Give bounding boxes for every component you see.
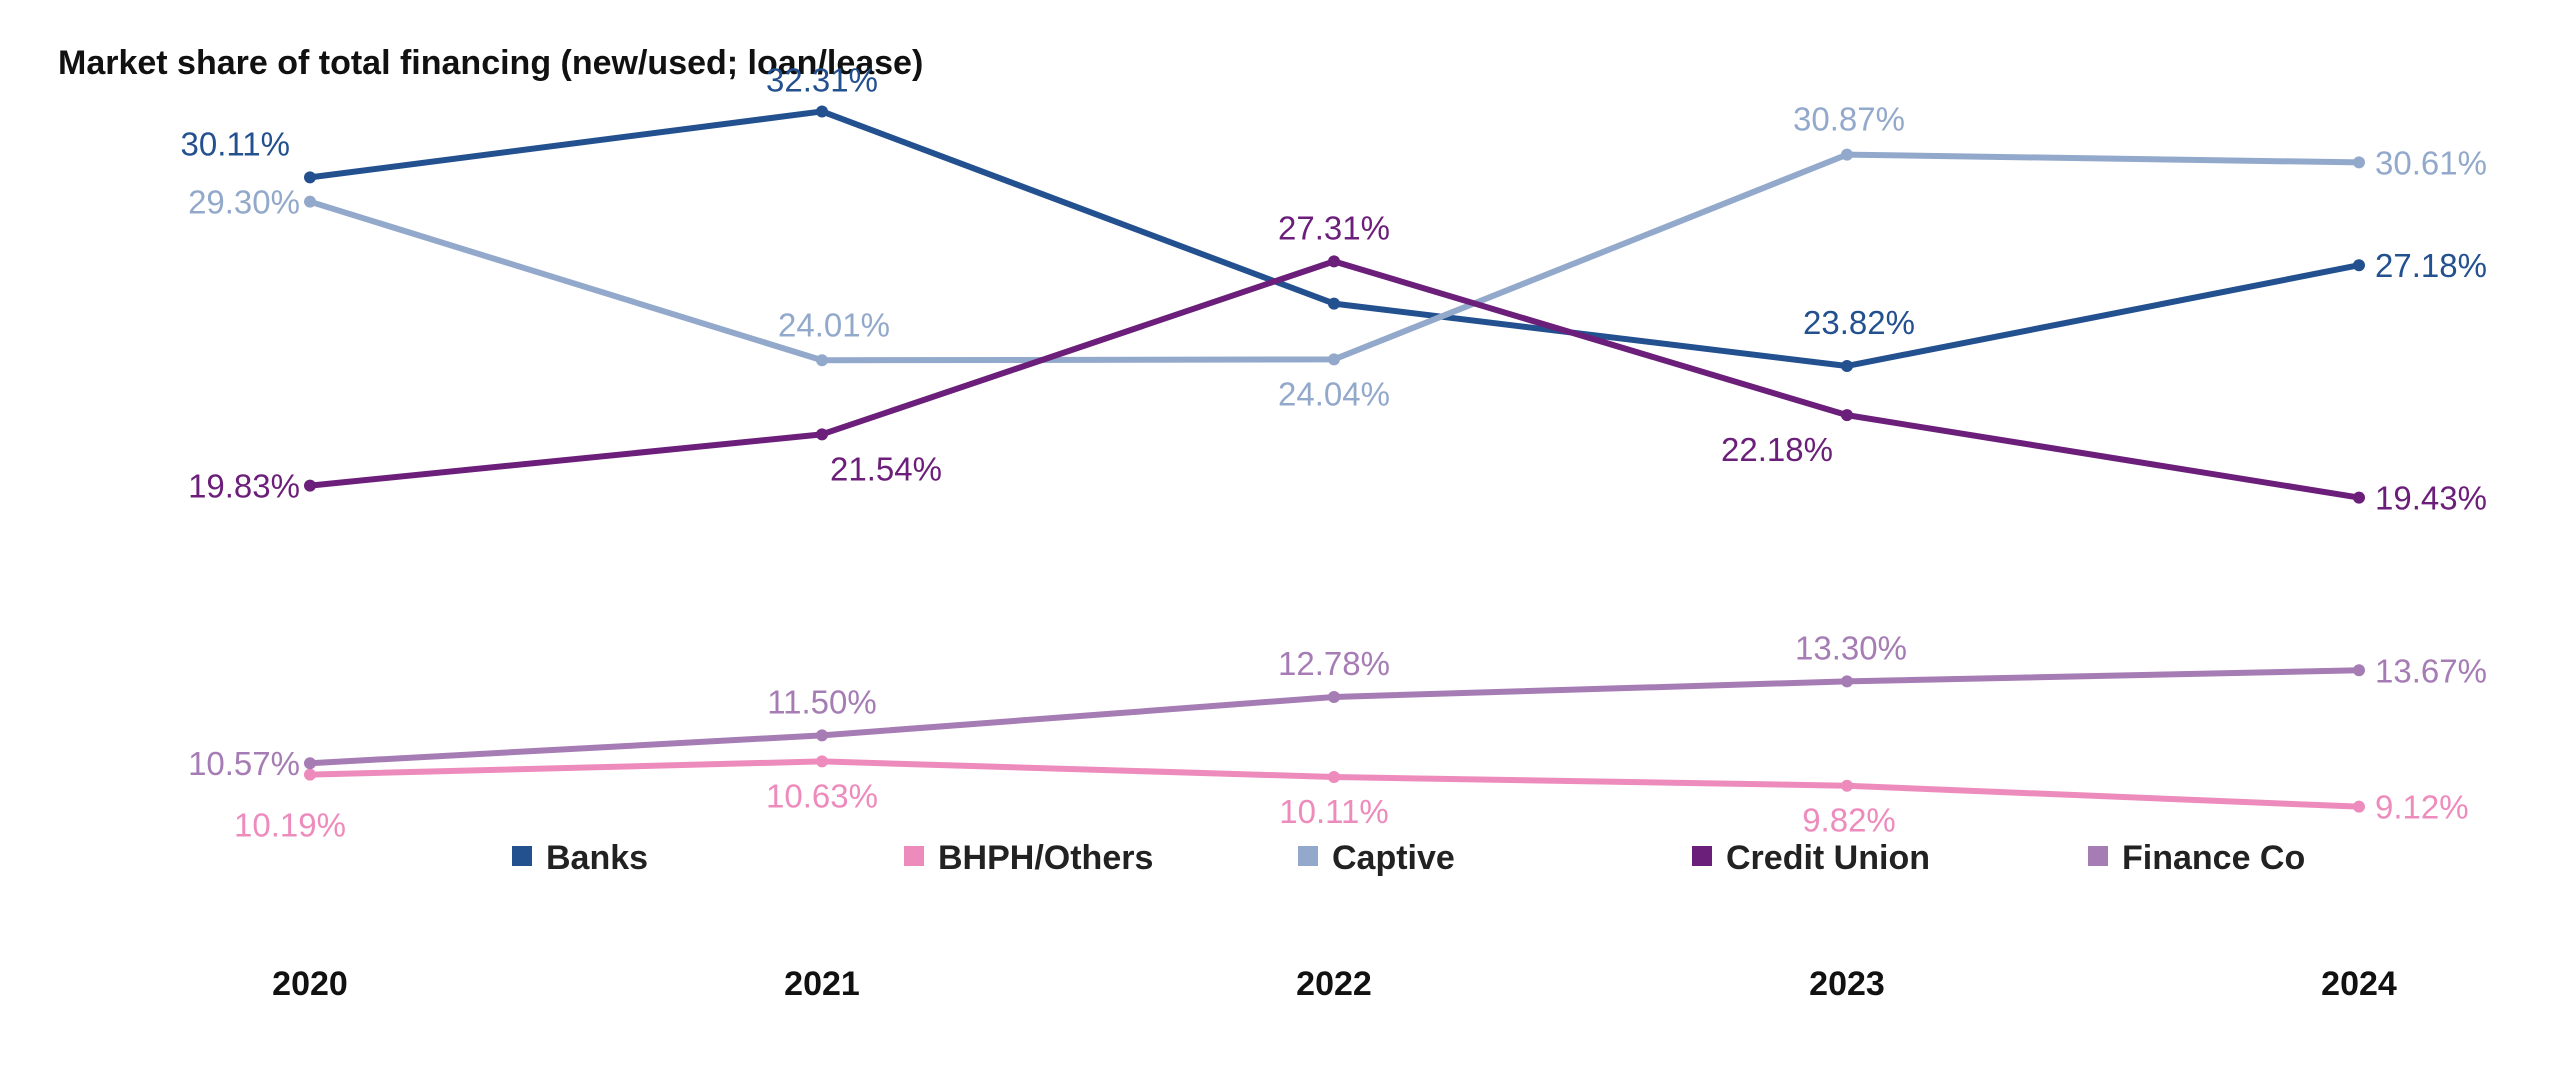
banks-point	[2353, 259, 2365, 272]
legend-label: BHPH/Others	[938, 839, 1153, 877]
bhph-others-data-label: 9.82%	[1802, 802, 1896, 839]
legend-swatch	[904, 846, 924, 866]
captive-data-label: 30.87%	[1793, 101, 1905, 138]
x-tick-label: 2022	[1296, 965, 1372, 1003]
captive-data-label: 30.61%	[2375, 144, 2487, 181]
bhph-others-data-label: 10.63%	[766, 777, 878, 814]
x-tick-label: 2024	[2321, 965, 2397, 1003]
captive-point	[1841, 148, 1853, 161]
x-tick-label: 2020	[272, 965, 348, 1003]
legend-swatch	[1298, 846, 1318, 866]
credit-union-data-label: 22.18%	[1721, 431, 1833, 468]
plot-area	[52, 100, 2532, 952]
finance-co-point	[1328, 690, 1340, 703]
legend-swatch	[512, 846, 532, 866]
chart-title: Market share of total financing (new/use…	[58, 44, 924, 82]
credit-union-data-label: 27.31%	[1278, 209, 1390, 246]
captive-point	[1328, 353, 1340, 366]
banks-point	[304, 171, 316, 184]
finance-co-data-label: 13.30%	[1795, 629, 1907, 666]
finance-co-data-label: 11.50%	[767, 683, 876, 720]
legend-item-banks: Banks	[512, 839, 648, 877]
credit-union-data-label: 19.83%	[188, 468, 300, 505]
bhph-others-data-label: 10.19%	[234, 807, 346, 844]
finance-co-point	[816, 729, 828, 742]
captive-point	[2353, 156, 2365, 169]
bhph-others-point	[2353, 800, 2365, 813]
legend-item-captive: Captive	[1298, 839, 1455, 877]
credit-union-point	[304, 479, 316, 492]
x-tick-label: 2021	[784, 965, 860, 1003]
captive-data-label: 29.30%	[188, 184, 300, 221]
finance-co-data-label: 13.67%	[2375, 652, 2487, 689]
banks-data-label: 23.82%	[1803, 304, 1915, 341]
credit-union-point	[1841, 409, 1853, 422]
legend-item-bhph-others: BHPH/Others	[904, 839, 1153, 877]
finance-co-point	[304, 757, 316, 770]
banks-point	[1841, 359, 1853, 372]
bhph-others-data-label: 10.11%	[1279, 793, 1388, 830]
captive-point	[304, 195, 316, 208]
banks-point	[816, 105, 828, 118]
legend-label: Credit Union	[1726, 839, 1930, 877]
legend-item-finance-co: Finance Co	[2088, 839, 2305, 877]
banks-point	[1328, 297, 1340, 310]
finance-co-point	[2353, 664, 2365, 677]
credit-union-point	[1328, 255, 1340, 268]
credit-union-data-label: 21.54%	[830, 450, 942, 487]
captive-point	[816, 354, 828, 367]
legend-swatch	[1692, 846, 1712, 866]
finance-co-data-label: 10.57%	[188, 745, 300, 782]
banks-data-label: 27.18%	[2375, 247, 2487, 284]
series-points	[304, 105, 2365, 813]
legend-label: Captive	[1332, 839, 1455, 877]
legend-swatch	[2088, 846, 2108, 866]
legend: Banks BHPH/Others Captive Credit Union Finan…	[512, 839, 2305, 877]
banks-data-label: 30.11%	[181, 125, 290, 162]
x-axis-ticks: 2020 2021 2022 2023 2024	[272, 965, 2397, 1003]
finance-co-data-label: 12.78%	[1278, 645, 1390, 682]
bhph-others-point	[1841, 779, 1853, 792]
bhph-others-data-label: 9.12%	[2375, 789, 2469, 826]
captive-data-label: 24.04%	[1278, 375, 1390, 412]
x-tick-label: 2023	[1809, 965, 1885, 1003]
bhph-others-point	[816, 755, 828, 768]
bhph-others-point	[1328, 771, 1340, 784]
legend-label: Finance Co	[2122, 839, 2305, 877]
data-labels: 30.11% 32.31% 23.82% 27.18% 10.19% 10.63% 10.1…	[181, 61, 2487, 843]
credit-union-point	[2353, 491, 2365, 504]
credit-union-data-label: 19.43%	[2375, 480, 2487, 517]
banks-data-label: 32.31%	[766, 61, 878, 98]
credit-union-point	[816, 428, 828, 441]
legend-item-credit-union: Credit Union	[1692, 839, 1930, 877]
legend-label: Banks	[546, 839, 648, 877]
captive-data-label: 24.01%	[778, 306, 890, 343]
finance-co-point	[1841, 675, 1853, 688]
bhph-others-point	[304, 768, 316, 781]
